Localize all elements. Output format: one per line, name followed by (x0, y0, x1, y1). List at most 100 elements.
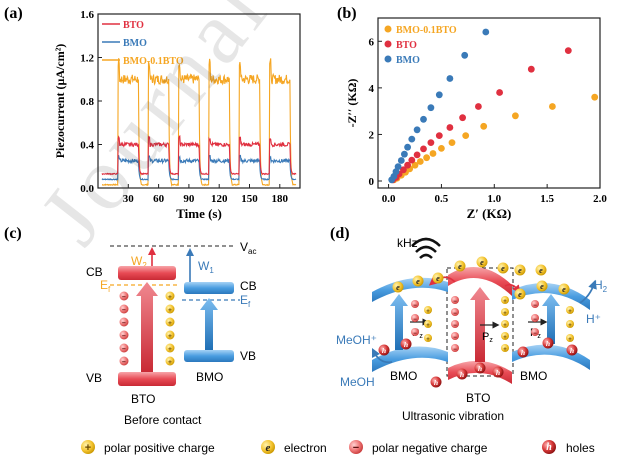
x-tick-label: 180 (272, 193, 289, 205)
positive-charge-sign: + (568, 337, 572, 343)
negative-charge (119, 304, 129, 314)
positive-charge-sign: + (168, 359, 172, 366)
h2-evolution-arrow (579, 279, 597, 304)
electron (454, 260, 466, 272)
negative-charge-sign: − (533, 303, 537, 309)
negative-charge (119, 343, 129, 353)
bto-vb-band (118, 372, 176, 386)
scatter-point (408, 156, 416, 164)
w2-label: W2 (131, 254, 147, 270)
electron (514, 288, 526, 300)
positive-charge (165, 317, 175, 327)
negative-charge-sign: − (453, 299, 457, 305)
positive-charge-sign: + (568, 309, 572, 315)
negative-charge-sign: − (533, 317, 537, 323)
hole-sign: h (434, 378, 438, 387)
legend-swatch (384, 40, 392, 48)
negative-charge-sign: − (453, 323, 457, 329)
legend-swatch (384, 55, 392, 63)
x-tick-label: 0.0 (382, 193, 396, 205)
hole (456, 368, 468, 380)
ultrasonic-caption: Ultrasonic vibration (402, 409, 504, 423)
scatter-point (591, 93, 599, 101)
negative-charge-sign: − (413, 317, 417, 323)
positive-charge-sign: + (503, 347, 507, 353)
y-tick-label: 4 (369, 83, 375, 95)
hole-sign: h (521, 348, 525, 357)
electron (514, 264, 526, 276)
negative-charge (411, 300, 419, 308)
legend-entry: BTO (123, 20, 144, 31)
bto-excitation-arrow (136, 282, 158, 372)
positive-charge (165, 356, 175, 366)
polarization-center: Pz (480, 321, 500, 344)
negative-charge (451, 308, 459, 316)
legend-electron: e electron (261, 440, 327, 455)
electron-sign: e (396, 283, 400, 292)
panel-label-a: (a) (4, 5, 23, 22)
y-axis-label: -Z′′ (KΩ) (345, 79, 359, 128)
hole (474, 362, 486, 374)
positive-charge (424, 334, 432, 342)
x-tick-label: 150 (241, 193, 258, 205)
electron (476, 256, 488, 268)
bto-cb-label: CB (86, 265, 103, 279)
bmo-excitation-arrow (200, 298, 218, 350)
x-tick-label: 2.0 (593, 193, 607, 205)
y-tick-label: 2 (369, 129, 375, 141)
hole (430, 376, 442, 388)
hole-sign: h (546, 339, 550, 348)
legend: + polar positive charge e electron − pol… (81, 440, 595, 455)
x-tick-label: 1.5 (540, 193, 554, 205)
positive-charge (501, 296, 509, 304)
negative-charge (451, 296, 459, 304)
scatter-point (429, 150, 437, 157)
mechanism-ultrasonic-vibration: kHz BTO BMO BMO H2 H⁺ MeOH⁺ MeOH Pz (336, 236, 608, 423)
x-tick-label: 90 (183, 193, 195, 205)
x-tick-label: 1.0 (487, 193, 501, 205)
x-axis-label: Time (s) (176, 206, 222, 221)
scatter-point (420, 145, 427, 153)
scatter-point (420, 115, 427, 123)
scatter-point (459, 114, 466, 122)
positive-charge-sign: + (168, 333, 172, 340)
negative-charge (531, 314, 539, 322)
electron (558, 283, 570, 295)
x-tick-label: 60 (153, 193, 165, 205)
scatter-point (404, 143, 411, 151)
positive-charge-sign: + (168, 346, 172, 353)
positive-charge (165, 304, 175, 314)
y-tick-label: 0.8 (80, 96, 94, 108)
positive-charge-sign: + (168, 320, 172, 327)
y-tick-label: 0.4 (80, 140, 94, 152)
bmo-vb-band (184, 350, 234, 362)
nyquist-chart: 0 2 4 6 0.0 0.5 1.0 1.5 2.0 Z′ (KΩ) -Z′′ (KΩ) BMO-0… (345, 17, 607, 221)
negative-charge-icon (349, 440, 363, 454)
bto-charges: − + − + − + − + − + − + (119, 291, 175, 366)
negative-charge-sign: − (413, 331, 417, 337)
positive-charge (566, 306, 574, 314)
electron (536, 280, 548, 292)
scatter-point (446, 124, 454, 131)
bto-region-box (446, 267, 514, 377)
negative-charge (451, 320, 459, 328)
electron-sign: e (540, 282, 544, 291)
before-contact-caption: Before contact (124, 413, 202, 427)
scatter-point (435, 91, 443, 99)
positive-charge (501, 332, 509, 340)
scatter-point (392, 168, 400, 176)
scatter-point (527, 65, 535, 73)
positive-charge-sign: + (168, 294, 172, 301)
scatter-point (427, 139, 435, 147)
electron (497, 262, 509, 274)
electron-sign: e (501, 264, 505, 273)
legend-entry: BMO-0.1BTO (123, 56, 184, 67)
svg-text:−: − (353, 442, 359, 454)
positive-charge (501, 320, 509, 328)
svg-text:polar negative charge: polar negative charge (372, 441, 488, 455)
bmo-cb-band (184, 282, 234, 294)
meoh-oxidation-arrow (371, 347, 393, 364)
panel-label-d: (d) (330, 225, 350, 242)
negative-charge-sign: − (122, 320, 126, 327)
positive-charge-sign: + (503, 311, 507, 317)
